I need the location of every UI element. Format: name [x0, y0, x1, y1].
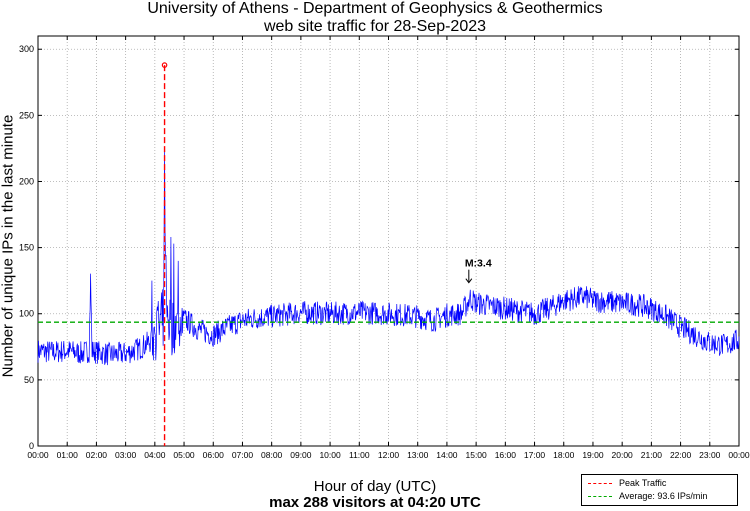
- x-tick-label: 22:00: [670, 450, 692, 460]
- x-tick-label: 06:00: [203, 450, 225, 460]
- x-tick-label: 00:00: [27, 450, 49, 460]
- x-tick-label: 23:00: [699, 450, 721, 460]
- x-tick-label: 11:00: [349, 450, 370, 460]
- legend-item-peak: Peak Traffic: [588, 477, 666, 489]
- x-tick-label: 04:00: [144, 450, 166, 460]
- x-tick-label: 12:00: [378, 450, 400, 460]
- x-tick-label: 01:00: [57, 450, 79, 460]
- legend-label-peak: Peak Traffic: [619, 478, 667, 488]
- x-tick-label: 14:00: [436, 450, 458, 460]
- x-tick-label: 10:00: [319, 450, 341, 460]
- y-tick-label: 300: [19, 44, 34, 54]
- legend-item-average: Average: 93.6 IPs/min: [588, 490, 707, 502]
- x-tick-label: 18:00: [553, 450, 575, 460]
- y-tick-label: 0: [29, 441, 34, 451]
- x-tick-label: 16:00: [495, 450, 517, 460]
- chart-subtitle: web site traffic for 28-Sep-2023: [263, 18, 487, 35]
- chart-legend: Peak Traffic Average: 93.6 IPs/min: [581, 474, 738, 506]
- y-tick-label: 100: [19, 309, 34, 319]
- y-tick-label: 150: [19, 243, 34, 253]
- x-tick-label: 17:00: [524, 450, 546, 460]
- x-tick-label: 09:00: [290, 450, 312, 460]
- chart-title: University of Athens - Department of Geo…: [147, 0, 603, 17]
- x-tick-label: 15:00: [465, 450, 487, 460]
- y-tick-label: 50: [24, 375, 34, 385]
- max-visitors-caption: max 288 visitors at 04:20 UTC: [269, 494, 481, 511]
- x-tick-label: 21:00: [641, 450, 663, 460]
- x-tick-label: 00:00: [728, 450, 750, 460]
- x-tick-label: 20:00: [612, 450, 634, 460]
- y-tick-label: 250: [19, 110, 34, 120]
- peak-marker: [161, 62, 168, 68]
- x-tick-label: 19:00: [582, 450, 604, 460]
- x-tick-label: 02:00: [86, 450, 108, 460]
- x-tick-label: 05:00: [173, 450, 195, 460]
- x-tick-label: 13:00: [407, 450, 429, 460]
- red-dash-swatch: [588, 483, 612, 485]
- y-tick-label: 200: [19, 176, 34, 186]
- legend-label-average: Average: 93.6 IPs/min: [619, 491, 708, 501]
- x-tick-label: 03:00: [115, 450, 137, 460]
- x-tick-label: 07:00: [232, 450, 254, 460]
- earthquake-annotation-label: M:3.4: [465, 258, 492, 270]
- x-axis-label: Hour of day (UTC): [313, 478, 437, 495]
- traffic-series-line: [37, 151, 740, 366]
- annotation-arrow-head: [465, 278, 473, 284]
- green-dash-swatch: [588, 496, 612, 498]
- x-tick-label: 08:00: [261, 450, 283, 460]
